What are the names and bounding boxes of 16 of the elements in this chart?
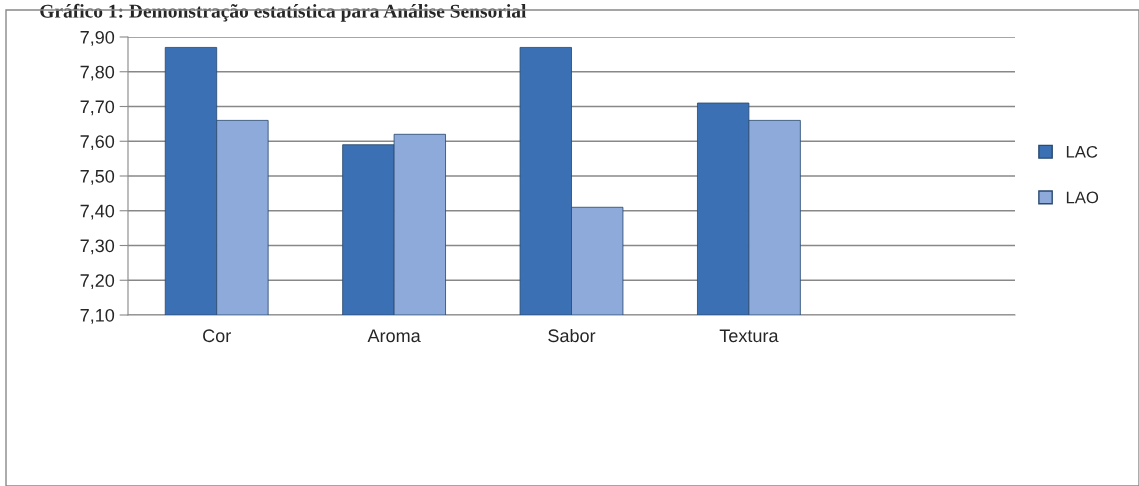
y-tick-label: 7,90 xyxy=(80,30,115,46)
y-tick-label: 7,40 xyxy=(80,204,115,220)
y-tick-label: 7,10 xyxy=(80,308,115,324)
legend-label: LAC xyxy=(1066,145,1098,158)
x-tick-label: Sabor xyxy=(548,328,596,343)
y-tick-label: 7,20 xyxy=(80,274,115,290)
y-tick-label: 7,60 xyxy=(80,135,115,151)
x-tick-label: Textura xyxy=(719,329,779,343)
y-tick-label: 7,70 xyxy=(80,100,115,116)
chart-title: Gráfico 1: Demonstração estatística para Análise Sensorial xyxy=(40,3,527,22)
x-tick-label: Aroma xyxy=(367,329,421,343)
y-tick-label: 7,30 xyxy=(80,239,115,255)
legend-label: LAO xyxy=(1066,191,1099,204)
x-tick-label: Cor xyxy=(203,329,231,343)
y-tick-label: 7,80 xyxy=(80,65,115,81)
y-tick-label: 7,50 xyxy=(80,169,115,185)
